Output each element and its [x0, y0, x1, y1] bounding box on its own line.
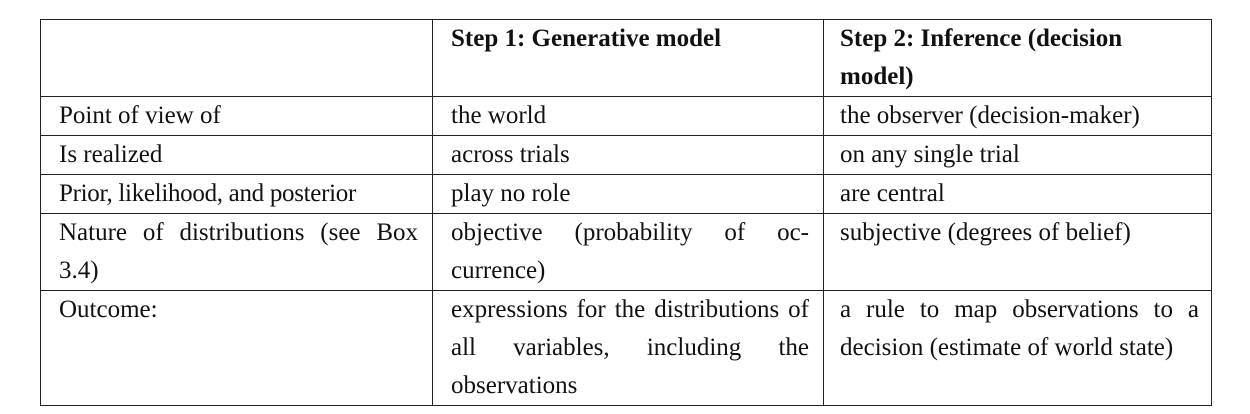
inference-cell: are central: [823, 174, 1212, 214]
comparison-table-container: Step 1: Generative model Step 2: Inferen…: [40, 19, 1212, 406]
comparison-table: Step 1: Generative model Step 2: Inferen…: [40, 19, 1212, 406]
row-label: Nature of distributions (see Box 3.4): [40, 213, 433, 291]
generative-cell: the world: [432, 96, 824, 136]
header-empty-cell: [40, 19, 433, 97]
generative-cell: expressions for the distribu­tions of al…: [432, 290, 824, 406]
generative-cell: play no role: [432, 174, 824, 214]
row-label: Point of view of: [40, 96, 433, 136]
inference-cell: subjective (degrees of belief): [823, 213, 1212, 291]
row-label: Is realized: [40, 135, 433, 175]
inference-cell: on any single trial: [823, 135, 1212, 175]
table-row: Nature of distributions (see Box 3.4) ob…: [40, 213, 1212, 291]
generative-cell: across trials: [432, 135, 824, 175]
header-row: Step 1: Generative model Step 2: Inferen…: [40, 19, 1212, 97]
table-row: Is realized across trials on any single …: [40, 135, 1212, 175]
inference-cell: a rule to map observations to a decision…: [823, 290, 1212, 406]
row-label: Outcome:: [40, 290, 433, 406]
table-row: Outcome: expressions for the distribu­ti…: [40, 290, 1212, 406]
inference-cell: the observer (decision-maker): [823, 96, 1212, 136]
header-generative-model: Step 1: Generative model: [432, 19, 824, 97]
row-label: Prior, likelihood, and posterior: [40, 174, 433, 214]
table-row: Prior, likelihood, and posterior play no…: [40, 174, 1212, 214]
table-row: Point of view of the world the observer …: [40, 96, 1212, 136]
header-inference-model: Step 2: Inference (decision model): [823, 19, 1212, 97]
generative-cell: objective (probability of oc­currence): [432, 213, 824, 291]
